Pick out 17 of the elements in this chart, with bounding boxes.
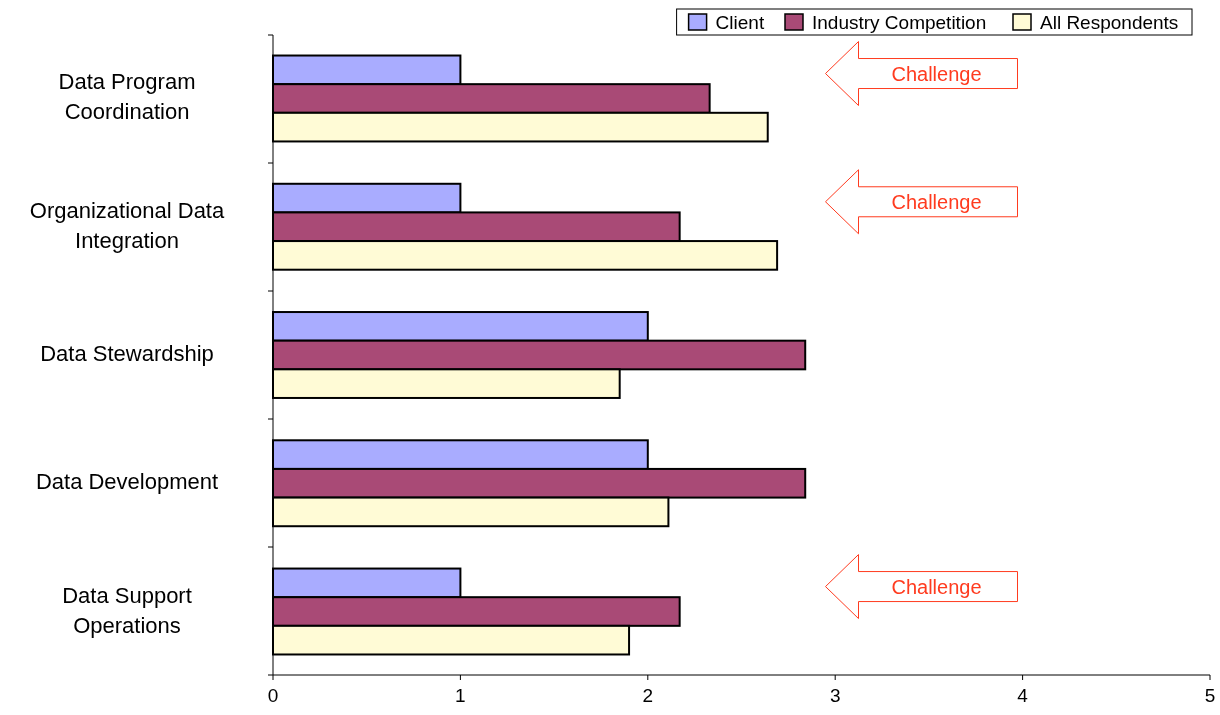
x-tick-label: 2 xyxy=(642,685,654,706)
x-tick-label: 1 xyxy=(455,685,466,706)
x-tick-label: 4 xyxy=(1017,685,1029,706)
legend-label: All Respondents xyxy=(1040,12,1179,33)
y-tick-label: Data Stewardship xyxy=(40,340,214,366)
y-tick-label: Data Support Operations xyxy=(62,582,192,638)
legend-label: Client xyxy=(715,12,765,33)
annotation: Challenge xyxy=(891,575,982,598)
legend-label: Industry Competition xyxy=(812,12,987,33)
y-tick-label: Data Program Coordination xyxy=(58,69,196,125)
annotation: Challenge xyxy=(891,190,982,213)
y-tick-label: Organizational Data Integration xyxy=(29,197,225,253)
y-tick-label: Data Development xyxy=(35,469,219,495)
annotation: Challenge xyxy=(891,62,982,85)
x-tick-label: 3 xyxy=(829,685,841,706)
x-tick-label: 0 xyxy=(267,685,279,706)
x-tick-label: 5 xyxy=(1204,685,1216,706)
